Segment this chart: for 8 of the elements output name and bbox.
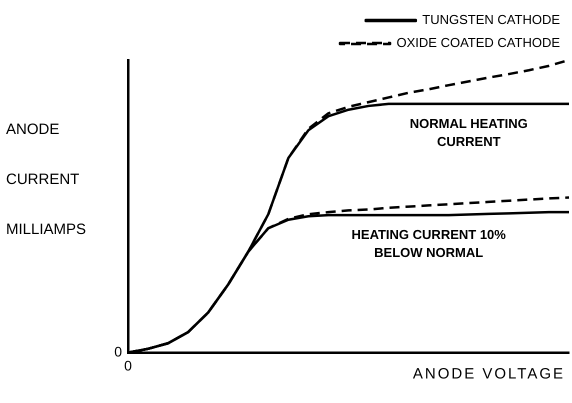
legend-label: OXIDE COATED CATHODE <box>396 35 560 50</box>
legend-label: TUNGSTEN CATHODE <box>422 12 560 28</box>
text: 0 <box>114 343 122 360</box>
annotation: HEATING CURRENT 10% BELOW NORMAL <box>352 227 506 260</box>
x-axis-title: ANODE VOLTAGE <box>412 366 565 383</box>
text: 0 <box>124 357 132 374</box>
text: ANODE CURRENT MILLIAMPS <box>6 121 86 238</box>
annotation: NORMAL HEATING CURRENT <box>410 116 528 149</box>
